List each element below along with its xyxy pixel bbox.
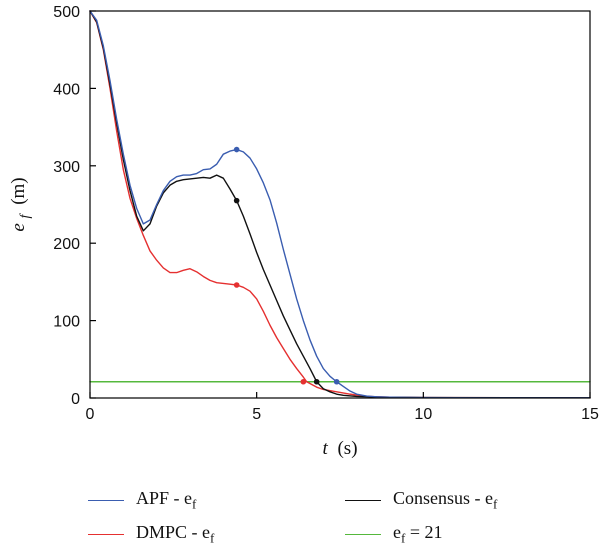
y-axis-label-subscript: f	[18, 212, 33, 218]
data-marker	[233, 282, 240, 288]
legend-label-threshold: ef = 21	[393, 522, 443, 546]
data-marker	[333, 378, 340, 385]
series-line-dmpc	[89, 10, 591, 399]
series-line-apf	[89, 10, 591, 399]
y-tick-label: 200	[53, 236, 80, 253]
data-marker	[300, 378, 307, 385]
y-tick-label: 400	[53, 81, 80, 98]
line-chart: 0 5 10 15 0 100 200 300 400 500 t (s) e f (m)	[8, 4, 599, 459]
legend-item-dmpc: DMPC - ef	[88, 522, 214, 547]
x-tick-label: 0	[86, 406, 95, 423]
y-tick-label: 300	[53, 159, 80, 176]
plot-frame	[89, 10, 591, 399]
tick-layer: 0 5 10 15 0 100 200 300 400 500	[53, 4, 599, 423]
y-axis-label-symbol: e	[8, 223, 29, 231]
x-axis-label: t (s)	[322, 438, 357, 459]
legend-swatch-consensus	[345, 499, 381, 501]
x-tick-label: 5	[252, 406, 261, 423]
legend: APF - ef Consensus - ef DMPC - ef ef = 2…	[0, 478, 600, 548]
y-tick-label: 100	[53, 314, 80, 331]
x-tick-label: 15	[581, 406, 599, 423]
legend-swatch-threshold	[345, 533, 381, 535]
data-marker	[313, 378, 320, 385]
data-marker	[233, 146, 240, 153]
y-tick-label: 500	[53, 4, 80, 21]
legend-swatch-dmpc	[88, 533, 124, 535]
marker-layer	[233, 146, 340, 385]
y-tick-label: 0	[71, 391, 80, 408]
series-line-consensus	[89, 10, 591, 399]
data-marker	[233, 197, 240, 204]
legend-item-consensus: Consensus - ef	[345, 488, 497, 513]
series-layer	[89, 10, 591, 399]
legend-swatch-apf	[88, 499, 124, 501]
legend-item-apf: APF - ef	[88, 488, 196, 513]
legend-label-dmpc: DMPC - ef	[136, 522, 215, 546]
x-tick-label: 10	[414, 406, 432, 423]
y-axis-label-unit: (m)	[8, 177, 29, 204]
x-axis-label-unit: (s)	[337, 438, 357, 459]
y-axis-label: e f (m)	[8, 177, 34, 231]
legend-item-threshold: ef = 21	[345, 522, 443, 547]
legend-label-apf: APF - ef	[136, 488, 197, 512]
x-axis-label-symbol: t	[322, 438, 328, 459]
legend-label-consensus: Consensus - ef	[393, 488, 498, 512]
